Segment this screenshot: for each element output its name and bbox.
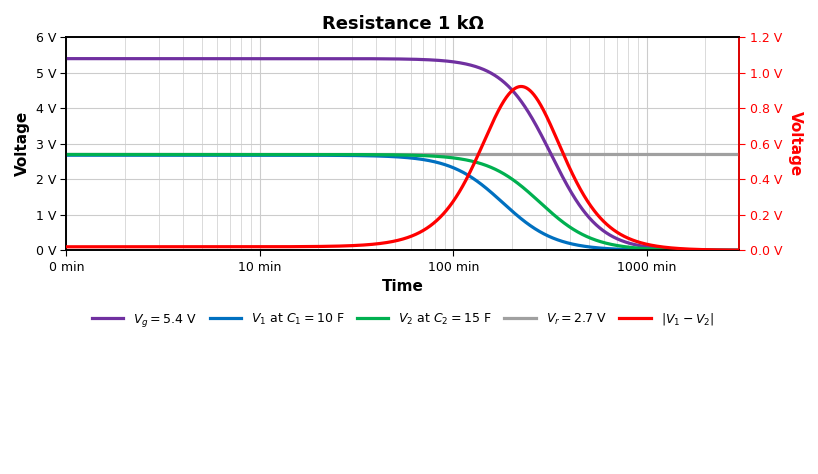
Y-axis label: Voltage: Voltage xyxy=(15,111,30,176)
X-axis label: Time: Time xyxy=(382,279,424,294)
Title: Resistance 1 kΩ: Resistance 1 kΩ xyxy=(321,15,484,33)
Y-axis label: Voltage: Voltage xyxy=(788,111,803,176)
Legend: $V_g = 5.4\ \mathrm{V}$, $V_1\ \mathrm{at}\ C_1 = 10\ \mathrm{F}$, $V_2\ \mathrm: $V_g = 5.4\ \mathrm{V}$, $V_1\ \mathrm{a… xyxy=(87,306,719,334)
